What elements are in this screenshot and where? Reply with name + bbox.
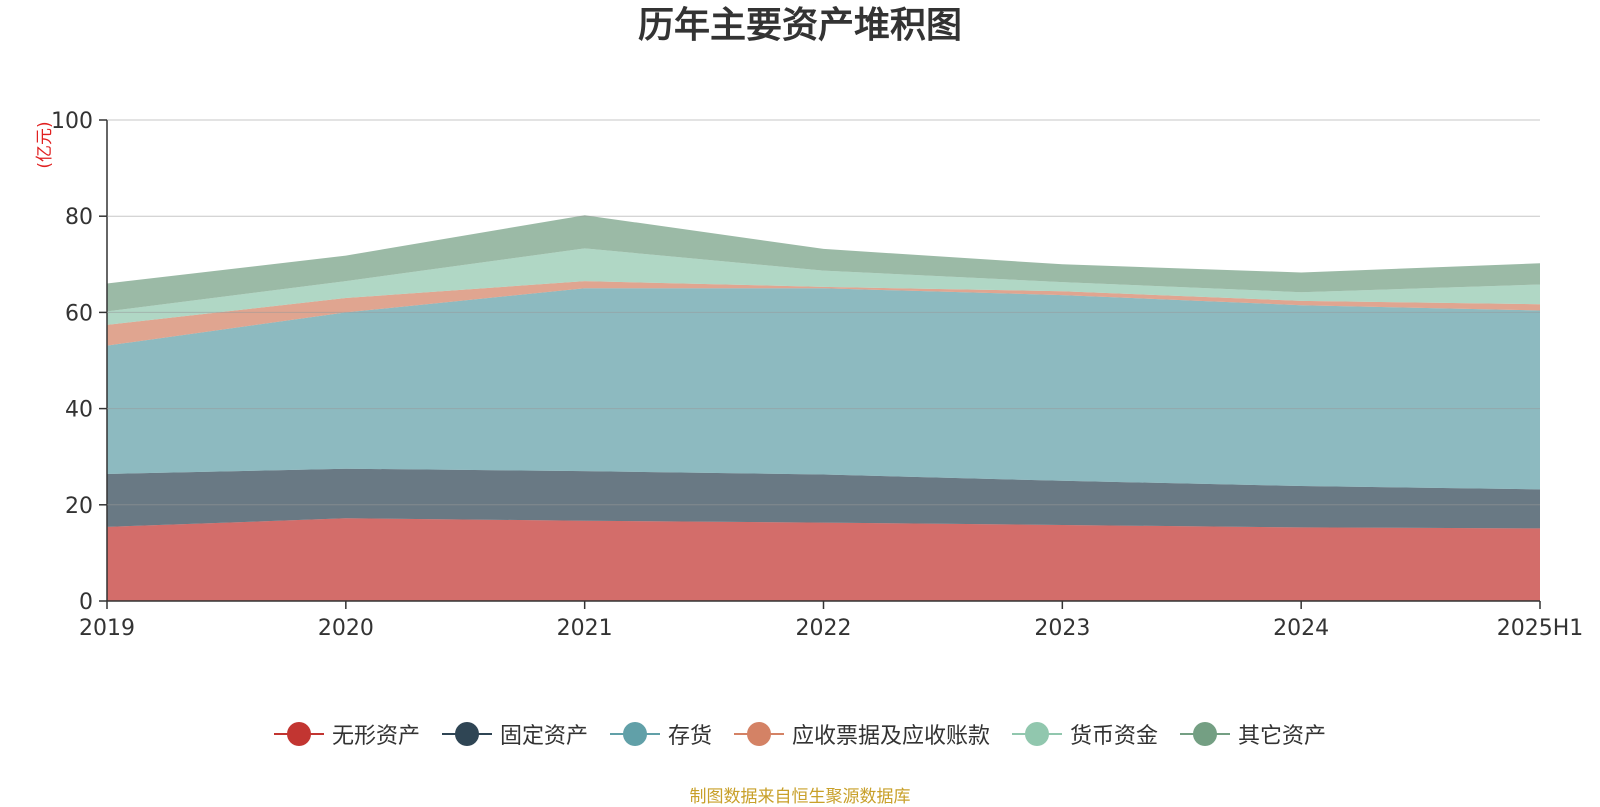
x-tick-label: 2020 bbox=[318, 616, 374, 641]
legend-item-2[interactable]: 存货 bbox=[609, 718, 712, 750]
legend-label: 应收票据及应收账款 bbox=[792, 724, 991, 749]
legend-label: 存货 bbox=[667, 724, 712, 749]
legend-label: 固定资产 bbox=[499, 724, 588, 749]
area-series-3 bbox=[107, 281, 1540, 346]
source-note: 制图数据来自恒生聚源数据库 bbox=[689, 787, 911, 807]
x-tick-label: 2023 bbox=[1034, 616, 1090, 641]
y-tick-label: 40 bbox=[65, 398, 93, 423]
area-series-4 bbox=[107, 248, 1540, 325]
legend-marker-icon bbox=[273, 722, 324, 746]
legend-label: 无形资产 bbox=[331, 724, 420, 749]
area-series-5 bbox=[107, 215, 1540, 312]
area-layer bbox=[107, 215, 1540, 601]
y-tick-label: 100 bbox=[51, 109, 93, 134]
x-tick-label: 2025H1 bbox=[1497, 616, 1584, 641]
area-series-2 bbox=[107, 288, 1540, 490]
area-series-1 bbox=[107, 468, 1540, 529]
legend-label: 货币资金 bbox=[1070, 724, 1159, 749]
legend-marker-icon bbox=[1180, 722, 1231, 746]
legend-label: 其它资产 bbox=[1238, 724, 1327, 749]
legend-item-1[interactable]: 固定资产 bbox=[441, 718, 588, 750]
y-tick-label: 80 bbox=[65, 205, 93, 230]
legend-item-5[interactable]: 其它资产 bbox=[1180, 718, 1326, 750]
legend-item-0[interactable]: 无形资产 bbox=[273, 718, 420, 750]
area-series-0 bbox=[107, 518, 1540, 601]
legend-item-3[interactable]: 应收票据及应收账款 bbox=[734, 718, 990, 750]
axis-layer: 0 20 40 60 80 100 2019 2020 2021 2022 2023 2024 2025… bbox=[51, 109, 1583, 641]
y-tick-label: 0 bbox=[79, 590, 93, 615]
legend-item-4[interactable]: 货币资金 bbox=[1012, 718, 1158, 750]
x-tick-label: 2021 bbox=[557, 616, 613, 641]
chart-title: 历年主要资产堆积图 bbox=[637, 5, 962, 46]
legend-marker-icon bbox=[1012, 722, 1063, 746]
x-tick-label: 2022 bbox=[796, 616, 852, 641]
x-tick-label: 2019 bbox=[79, 616, 135, 641]
grid-layer bbox=[107, 119, 1540, 506]
y-tick-label: 60 bbox=[65, 301, 93, 326]
legend-marker-icon bbox=[734, 722, 784, 746]
legend: 无形资产 固定资产 存货 应收票据及应收账款 货币资金 其它资产 bbox=[0, 718, 1600, 750]
legend-marker-icon bbox=[441, 722, 492, 746]
y-tick-label: 20 bbox=[65, 494, 93, 519]
legend-marker-icon bbox=[609, 722, 660, 746]
y-axis-unit-label: (亿元) bbox=[35, 121, 55, 168]
x-tick-label: 2024 bbox=[1273, 616, 1329, 641]
